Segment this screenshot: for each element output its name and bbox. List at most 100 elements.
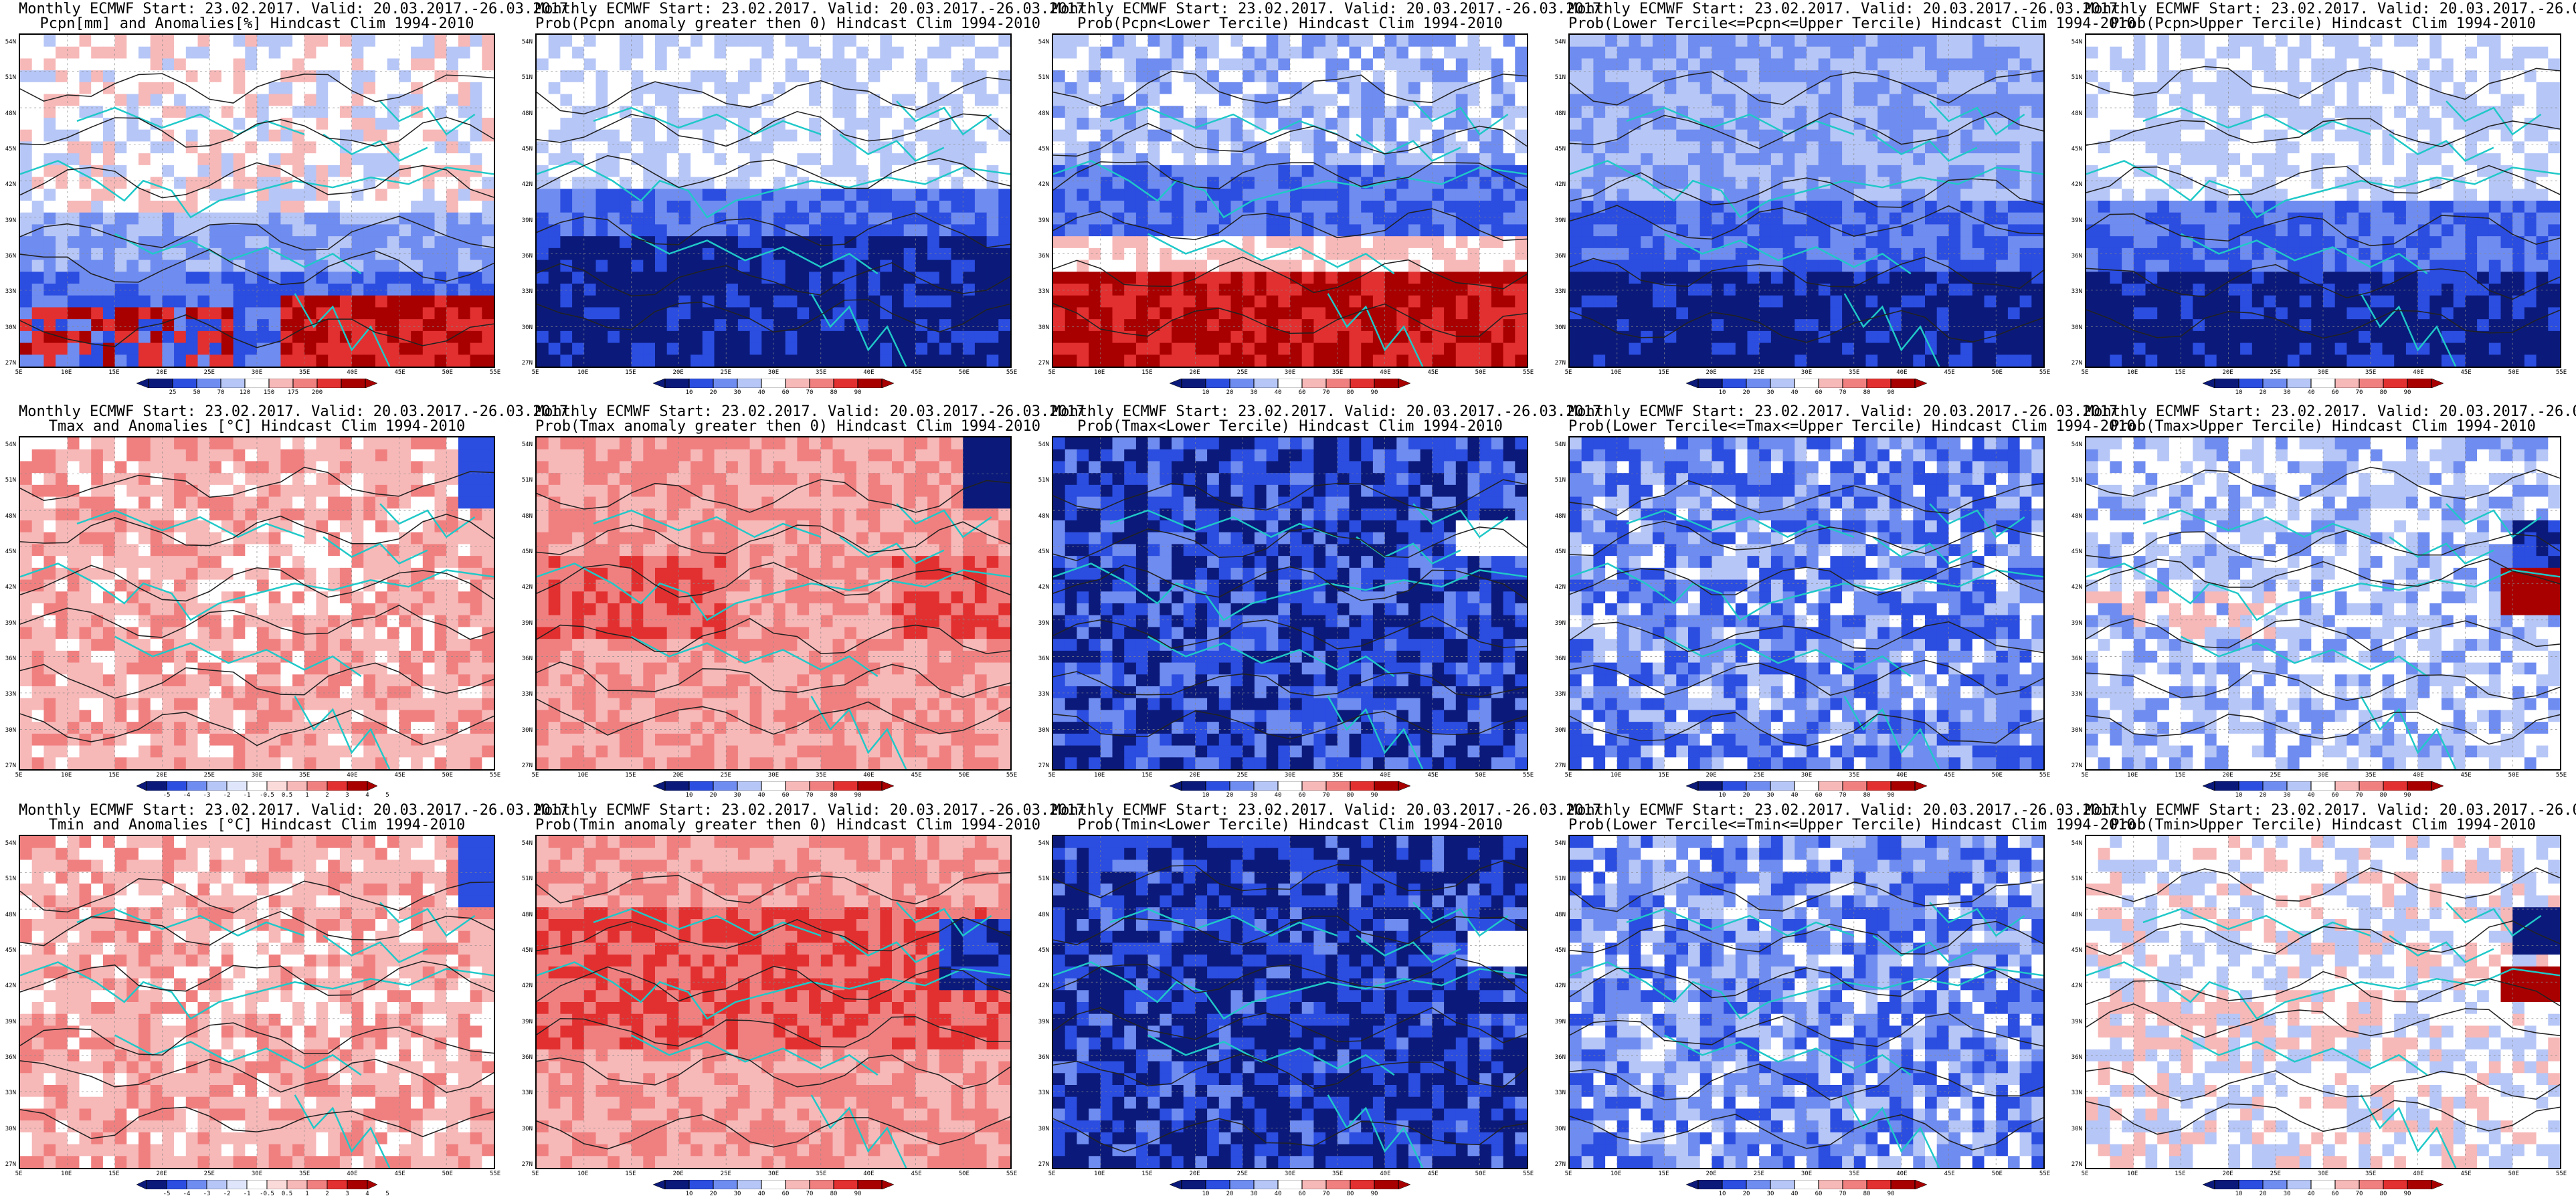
colorbar-swatch	[1746, 379, 1771, 388]
latitude-tick-label: 30N	[5, 324, 16, 331]
colorbar-label: 20	[2259, 792, 2267, 799]
latitude-tick-label: 42N	[1554, 181, 1566, 189]
forecast-map	[19, 33, 495, 368]
latitude-tick-label: 39N	[521, 1018, 533, 1025]
longitude-tick-label: 30E	[767, 772, 779, 779]
colorbar-swatch	[1770, 781, 1795, 791]
colorbar-label: 10	[2235, 389, 2243, 396]
colorbar-swatch	[1818, 379, 1843, 388]
latitude-tick-label: 30N	[1038, 1125, 1049, 1132]
longitude-tick-label: 20E	[1189, 1171, 1200, 1177]
colorbar-swatch	[1697, 781, 1723, 791]
longitude-tick-label: 10E	[1611, 1171, 1622, 1177]
longitude-tick-label: 40E	[1896, 1171, 1908, 1177]
colorbar-swatch	[664, 379, 690, 388]
longitude-tick-label: 55E	[2039, 1171, 2051, 1177]
colorbar-swatch	[1325, 379, 1351, 388]
longitude-tick-label: 10E	[1094, 369, 1105, 376]
colorbar-swatch	[1325, 781, 1351, 791]
colorbar-label: 70	[1839, 389, 1847, 396]
longitude-tick-label: 20E	[1189, 772, 1200, 779]
latitude-tick-label: 27N	[2071, 1161, 2082, 1168]
colorbar-swatch	[2214, 781, 2239, 791]
colorbar-label: 30	[733, 389, 741, 396]
latitude-tick-label: 30N	[1554, 324, 1566, 331]
longitude-tick-label: 5E	[1564, 1171, 1572, 1177]
colorbar	[1170, 379, 1410, 388]
colorbar-label: 10	[685, 389, 693, 396]
map-panel: Monthly ECMWF Start: 23.02.2017. Valid: …	[2072, 0, 2576, 401]
colorbar-swatch	[1697, 379, 1723, 388]
longitude-tick-label: 5E	[15, 369, 23, 376]
colorbar-min-arrow	[1686, 1180, 1699, 1189]
colorbar-swatch	[785, 1180, 810, 1189]
latitude-tick-label: 45N	[5, 947, 16, 954]
longitude-tick-label: 15E	[2175, 772, 2186, 779]
colorbar-swatch	[196, 379, 221, 388]
colorbar-label: 70	[2355, 792, 2363, 799]
colorbar-label: -3	[203, 792, 211, 799]
longitude-tick-label: 50E	[442, 369, 453, 376]
colorbar-swatch	[2310, 379, 2336, 388]
longitude-tick-label: 30E	[251, 772, 263, 779]
latitude-tick-label: 51N	[1038, 477, 1049, 484]
longitude-tick-label: 30E	[2317, 772, 2329, 779]
colorbar-swatch	[2214, 1180, 2239, 1189]
colorbar-swatch	[2383, 1180, 2408, 1189]
colorbar	[1686, 781, 1927, 791]
longitude-tick-label: 20E	[2222, 772, 2233, 779]
colorbar-swatch	[2407, 1180, 2432, 1189]
map-panel: Monthly ECMWF Start: 23.02.2017. Valid: …	[5, 801, 577, 1203]
longitude-tick-label: 15E	[1658, 369, 1669, 376]
colorbar-label: -4	[183, 792, 191, 799]
colorbar-label: 80	[830, 792, 838, 799]
colorbar-swatch	[785, 379, 810, 388]
forecast-map	[2085, 835, 2561, 1169]
longitude-tick-label: 10E	[1611, 369, 1622, 376]
longitude-tick-label: 50E	[1991, 772, 2003, 779]
colorbar-max-arrow	[2431, 379, 2444, 388]
colorbar-label: 80	[830, 1191, 838, 1197]
colorbar-max-arrow	[367, 781, 377, 791]
colorbar-swatch	[664, 1180, 690, 1189]
colorbar-label: 120	[239, 389, 251, 396]
longitude-tick-label: 15E	[108, 772, 120, 779]
longitude-tick-label: 40E	[347, 1171, 358, 1177]
longitude-tick-label: 40E	[1896, 369, 1908, 376]
longitude-tick-label: 15E	[625, 1171, 636, 1177]
longitude-tick-label: 5E	[531, 1171, 539, 1177]
latitude-tick-label: 27N	[1038, 763, 1049, 769]
colorbar-label: 70	[2355, 1191, 2363, 1197]
colorbar-label: 4	[365, 792, 369, 799]
colorbar-label: 90	[854, 1191, 862, 1197]
latitude-tick-label: 30N	[2071, 324, 2082, 331]
colorbar-swatch	[146, 781, 167, 791]
colorbar-label: -5	[163, 792, 171, 799]
latitude-tick-label: 42N	[5, 181, 16, 189]
colorbar-swatch	[2383, 379, 2408, 388]
longitude-tick-label: 35E	[1849, 369, 1860, 376]
longitude-tick-label: 15E	[1141, 369, 1153, 376]
latitude-tick-label: 30N	[1554, 726, 1566, 734]
panel-title-line2: Prob(Pcpn<Lower Tercile) Hindcast Clim 1…	[1077, 15, 1503, 32]
longitude-tick-label: 30E	[1801, 369, 1813, 376]
latitude-tick-label: 45N	[1038, 548, 1049, 555]
panel-title-line2: Prob(Tmax anomaly greater then 0) Hindca…	[535, 418, 1040, 435]
colorbar-swatch	[2286, 379, 2312, 388]
colorbar-label: 5	[385, 1191, 389, 1197]
longitude-tick-label: 45E	[1427, 369, 1439, 376]
colorbar-swatch	[226, 781, 248, 791]
colorbar	[653, 1180, 894, 1189]
longitude-tick-label: 45E	[394, 772, 405, 779]
colorbar-label: 40	[1790, 389, 1799, 396]
longitude-tick-label: 40E	[2413, 772, 2424, 779]
latitude-tick-label: 33N	[1554, 288, 1566, 296]
colorbar-label: -2	[223, 1191, 231, 1197]
longitude-tick-label: 10E	[2127, 369, 2138, 376]
longitude-tick-label: 20E	[156, 772, 167, 779]
latitude-tick-label: 42N	[2071, 584, 2082, 591]
colorbar-swatch	[246, 781, 268, 791]
colorbar-label: 40	[2307, 792, 2315, 799]
colorbar-swatch	[306, 781, 328, 791]
colorbar-swatch	[2334, 781, 2360, 791]
